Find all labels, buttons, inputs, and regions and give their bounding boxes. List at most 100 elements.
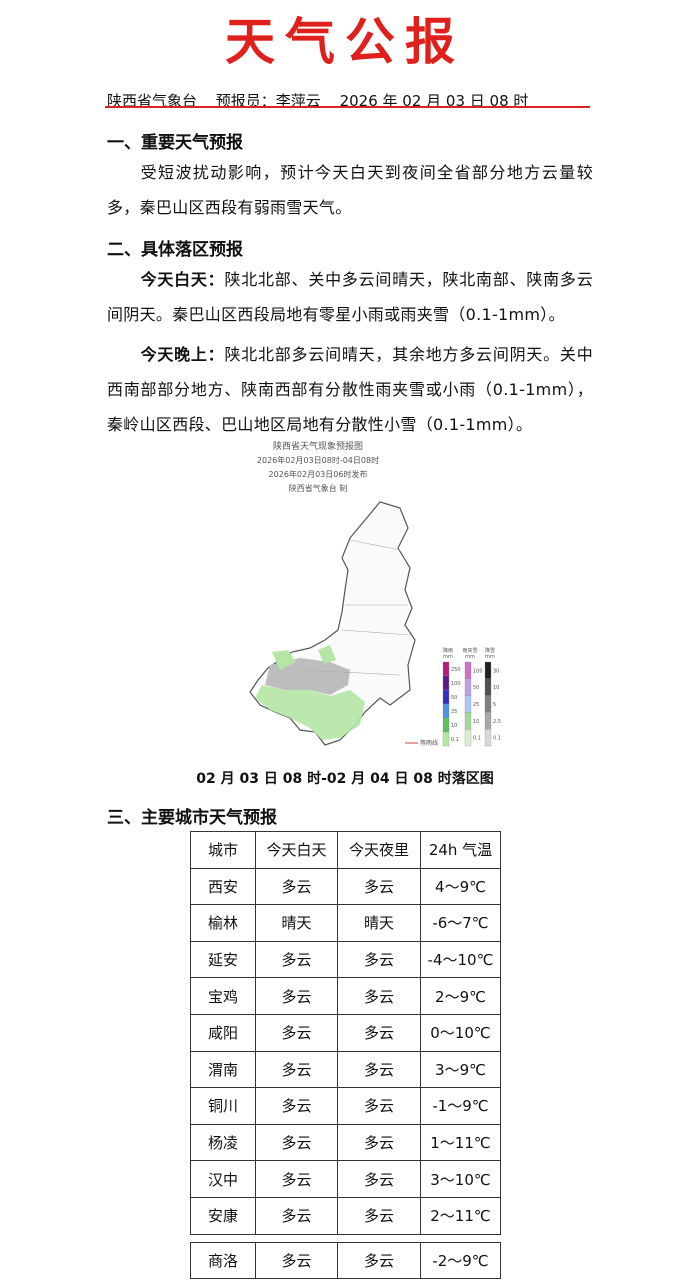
text: 陕北北部多云间晴天，其余地方多云间阴天。关中西南部部分地方、陕南西部有分散性雨夹… — [107, 345, 593, 434]
legend-label: 10 — [451, 723, 457, 729]
table-cell: 3～10℃ — [420, 1160, 501, 1198]
table-cell: 多云 — [337, 1087, 421, 1125]
map-title: 陕西省天气现象预报图 — [273, 440, 363, 452]
legend-label: 50 — [451, 695, 457, 701]
table-cell: 多云 — [337, 1197, 421, 1235]
legend-unit: mm — [485, 654, 495, 660]
header-cell: 城市 — [190, 831, 256, 869]
legend-unit: mm — [443, 654, 453, 660]
table-cell: 0～10℃ — [420, 1014, 501, 1052]
legend-label: 100 — [451, 681, 461, 687]
paragraph: 今天晚上：陕北北部多云间晴天，其余地方多云间阴天。关中西南部部分地方、陕南西部有… — [107, 337, 593, 442]
table-cell: -2～9℃ — [420, 1241, 501, 1280]
table-cell: 1～11℃ — [420, 1123, 501, 1162]
table-cell: 多云 — [337, 867, 421, 906]
table-cell: 商洛 — [190, 1241, 256, 1280]
legend-label: 250 — [451, 667, 461, 673]
table-cell: -1～9℃ — [420, 1087, 501, 1125]
paragraph: 今天白天：陕北北部、关中多云间晴天，陕北南部、陕南多云间阴天。秦巴山区西段局地有… — [107, 262, 593, 332]
legend-swatch — [442, 717, 450, 733]
table-cell: -4～10℃ — [420, 940, 501, 979]
boundary — [299, 539, 411, 676]
header-cell: 今天白天 — [255, 831, 338, 869]
legend-swatch — [442, 661, 450, 677]
table-cell: 多云 — [255, 977, 338, 1015]
legend-label: 10 — [473, 719, 479, 725]
table-cell: 榆林 — [190, 904, 256, 942]
table-cell: 多云 — [255, 1087, 338, 1125]
table-cell: 安康 — [190, 1197, 256, 1235]
header-rule — [105, 106, 590, 108]
legend-swatch — [442, 689, 450, 705]
snow-area — [265, 658, 350, 695]
paragraph: 受短波扰动影响，预计今天白天到夜间全省部分地方云量较多，秦巴山区西段有弱雨雪天气… — [107, 163, 593, 217]
table-cell: 咸阳 — [190, 1014, 256, 1052]
legend-label: 等雨线 — [420, 739, 438, 747]
table-cell: 多云 — [255, 1197, 338, 1235]
legend-label: 10 — [493, 685, 499, 691]
table-cell: 2～9℃ — [420, 977, 501, 1015]
map-title: 陕西省气象台 制 — [289, 483, 348, 493]
map-title: 2026年02月03日06时发布 — [269, 469, 368, 479]
table-cell: 3～9℃ — [420, 1050, 501, 1089]
lead: 今天白天： — [140, 270, 225, 289]
legend-label: 0.1 — [473, 736, 481, 742]
header-cell: 24h 气温 — [420, 831, 501, 869]
legend-label: 50 — [473, 685, 479, 691]
table-cell: 4～9℃ — [420, 867, 501, 906]
table-cell: 多云 — [337, 977, 421, 1015]
section-heading: 一、重要天气预报 — [107, 133, 243, 153]
legend-swatch — [464, 695, 472, 713]
forecast-map: 陕西省天气现象预报图 2026年02月03日08时-04日08时 2026年02… — [249, 440, 501, 747]
section-heading: 三、主要城市天气预报 — [107, 808, 277, 828]
legend-swatch — [484, 661, 492, 679]
table-cell: 多云 — [255, 1050, 338, 1089]
table-cell: 多云 — [337, 1123, 421, 1162]
table-cell: 铜川 — [190, 1087, 256, 1125]
legend-label: 30 — [493, 668, 499, 674]
table-cell: 西安 — [190, 867, 256, 906]
legend-label: 100 — [473, 668, 483, 674]
forecaster: 预报员：李萍云 — [215, 92, 321, 110]
legend-swatch — [484, 712, 492, 730]
text: 陕北北部、关中多云间晴天，陕北南部、陕南多云间阴天。秦巴山区西段局地有零星小雨或… — [107, 270, 593, 324]
legend-swatch — [442, 731, 450, 747]
legend-swatch — [464, 661, 472, 679]
table-cell: 延安 — [190, 940, 256, 979]
table-cell: 多云 — [337, 1014, 421, 1052]
legend-swatch — [484, 729, 492, 747]
table-cell: 宝鸡 — [190, 977, 256, 1015]
table-cell: 多云 — [255, 940, 338, 979]
table-cell: 多云 — [255, 1014, 338, 1052]
header-cell: 今天夜里 — [337, 831, 421, 869]
map-title: 2026年02月03日08时-04日08时 — [257, 455, 379, 465]
legend-label: 0.1 — [493, 736, 501, 742]
legend-head: 降雨 — [443, 647, 453, 654]
legend-head: 雨夹雪 — [462, 647, 477, 654]
issue-time: 2026 年 02 月 03 日 08 时 — [339, 92, 529, 110]
meta-line: 陕西省气象台 预报员：李萍云 2026 年 02 月 03 日 08 时 — [107, 90, 542, 111]
legend-swatch — [442, 703, 450, 719]
legend-swatch — [484, 678, 492, 696]
table-cell: 多云 — [337, 1160, 421, 1198]
legend-head: 降雪 — [485, 647, 495, 654]
legend-label: 0.1 — [451, 737, 459, 743]
table-cell: 多云 — [255, 1241, 338, 1280]
table-cell: 多云 — [255, 867, 338, 906]
table-cell: 渭南 — [190, 1050, 256, 1089]
table-cell: 杨凌 — [190, 1123, 256, 1162]
legend-label: 2.5 — [493, 719, 501, 725]
legend-swatch — [464, 678, 472, 696]
legend-unit: mm — [465, 654, 475, 660]
rain-area — [272, 645, 336, 670]
table-cell: 多云 — [337, 940, 421, 979]
table-cell: 多云 — [337, 1241, 421, 1280]
table-cell: 晴天 — [337, 904, 421, 942]
legend-label: 25 — [473, 702, 479, 708]
table-cell: 多云 — [255, 1123, 338, 1162]
legend-swatch — [484, 695, 492, 713]
table-cell: 2～11℃ — [420, 1197, 501, 1235]
section-heading: 二、具体落区预报 — [107, 240, 243, 260]
legend-label: 5 — [493, 702, 496, 708]
